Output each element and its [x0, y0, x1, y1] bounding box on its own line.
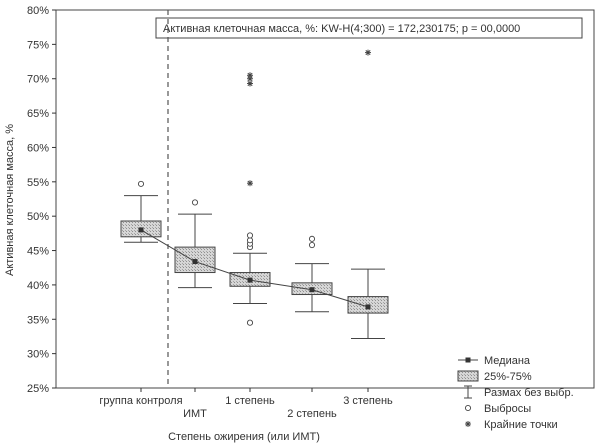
legend-item: Выбросы: [464, 403, 531, 415]
legend-box-swatch: [457, 370, 479, 382]
legend-median-marker: [465, 357, 471, 363]
x-tick-label: 3 степень: [343, 395, 393, 407]
legend-label: Медиана: [484, 355, 531, 367]
y-tick-label: 45%: [27, 246, 49, 258]
y-tick-label: 75%: [27, 39, 49, 51]
legend-label: Крайние точки: [484, 419, 558, 431]
chart-title: Активная клеточная масса, %: KW-H(4;300)…: [163, 23, 520, 35]
legend-item: Размах без выбр.: [464, 385, 574, 399]
outlier-point: [246, 232, 254, 239]
legend-item: 25%-75%: [457, 370, 532, 383]
y-tick-label: 35%: [27, 314, 49, 326]
y-tick-label: 60%: [27, 142, 49, 154]
outlier-point: [137, 180, 145, 187]
plot-area: [55, 9, 595, 389]
extreme-point: [365, 49, 371, 56]
y-axis-label: Активная клеточная масса, %: [4, 124, 16, 276]
median-marker: [365, 304, 371, 310]
outlier-point: [308, 241, 316, 249]
median-marker: [192, 259, 198, 265]
legend-label: 25%-75%: [484, 371, 532, 383]
outlier-point: [308, 235, 316, 242]
legend-item: Медиана: [458, 355, 531, 367]
x-tick-label: ИМТ: [183, 408, 207, 420]
legend-label: Размах без выбр.: [484, 387, 574, 399]
median-marker: [138, 227, 144, 233]
x-tick-label: 2 степень: [287, 408, 337, 420]
y-axis: 25% 30% 35% 40% 45% 50% 55% 60% 65% 70% 75% 80%: [27, 5, 56, 395]
legend-outlier-symbol: [464, 404, 472, 412]
median-marker: [309, 287, 315, 293]
y-tick-label: 50%: [27, 211, 49, 223]
y-tick-label: 80%: [27, 5, 49, 17]
x-tick-label: 1 степень: [225, 395, 275, 407]
y-tick-label: 25%: [27, 383, 49, 395]
legend-label: Выбросы: [484, 403, 531, 415]
y-tick-label: 30%: [27, 349, 49, 361]
outlier-point: [246, 319, 254, 326]
median-marker: [247, 277, 253, 283]
y-tick-label: 70%: [27, 74, 49, 86]
x-tick-label: группа контроля: [99, 395, 182, 407]
extreme-point: [247, 80, 253, 87]
title-box: [155, 17, 583, 39]
extreme-stroke: [247, 72, 253, 78]
extreme-stroke: [365, 50, 371, 56]
extreme-point: [247, 72, 253, 79]
extreme-stroke: [247, 180, 253, 186]
legend: Медиана 25%-75% Размах без выбр. Выбросы Кра…: [457, 355, 574, 431]
legend-extreme-stroke: [465, 421, 471, 427]
legend-item: Крайние точки: [465, 419, 558, 431]
extreme-point: [247, 180, 253, 187]
y-tick-label: 65%: [27, 108, 49, 120]
y-tick-label: 55%: [27, 177, 49, 189]
outlier-point: [191, 199, 199, 206]
x-axis-label: Степень ожирения (или ИМТ): [168, 431, 320, 443]
extreme-stroke: [247, 80, 253, 87]
median-trend-group: [138, 227, 371, 310]
y-tick-label: 40%: [27, 280, 49, 292]
